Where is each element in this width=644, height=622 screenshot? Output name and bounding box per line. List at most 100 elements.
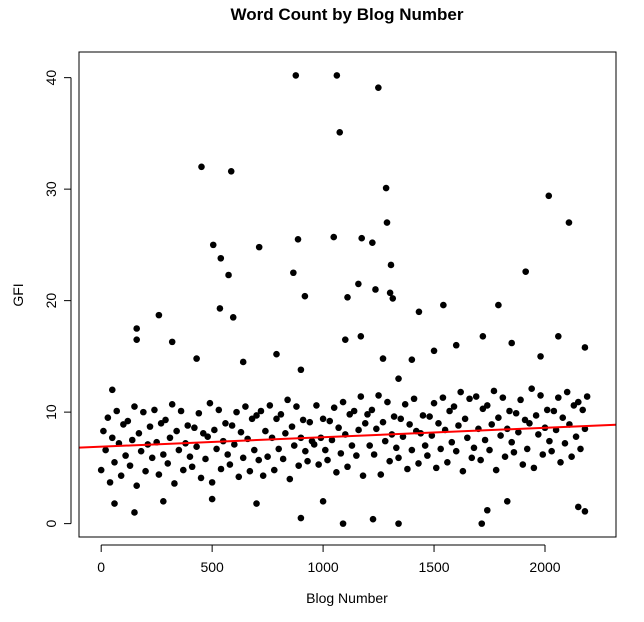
data-point	[568, 453, 575, 461]
data-point	[213, 445, 220, 453]
data-point	[255, 456, 263, 464]
data-point	[561, 440, 569, 447]
data-point	[450, 403, 458, 410]
x-axis-label: Blog Number	[306, 590, 388, 606]
data-point	[369, 239, 376, 246]
data-point	[497, 432, 504, 439]
data-point	[257, 407, 265, 415]
data-point	[395, 454, 402, 462]
data-point	[128, 436, 136, 444]
data-point	[464, 434, 471, 442]
data-point	[366, 442, 373, 449]
data-point	[319, 498, 327, 505]
data-point	[461, 415, 469, 423]
data-point	[424, 452, 431, 459]
data-point	[262, 427, 269, 435]
data-point	[379, 418, 387, 426]
data-point	[452, 341, 460, 349]
data-point	[370, 451, 378, 458]
data-point	[472, 393, 480, 400]
data-point	[337, 450, 345, 457]
data-point	[550, 407, 558, 415]
data-point	[537, 353, 544, 360]
data-point	[581, 508, 589, 515]
data-point	[382, 184, 390, 192]
x-tick-label: 2000	[529, 559, 560, 575]
data-point	[466, 395, 473, 403]
data-point	[455, 422, 462, 429]
data-point	[395, 520, 402, 527]
data-point	[537, 392, 544, 399]
data-point	[387, 261, 395, 269]
data-point	[490, 387, 498, 395]
data-point	[177, 407, 185, 415]
data-point	[386, 457, 393, 465]
y-tick-label: 20	[43, 293, 59, 309]
y-tick-label: 0	[43, 520, 59, 528]
data-point	[574, 503, 582, 511]
data-point	[237, 428, 245, 436]
data-point	[357, 333, 365, 340]
data-point	[288, 423, 296, 430]
data-point	[179, 466, 187, 474]
data-point	[483, 402, 491, 409]
data-point	[341, 336, 349, 343]
data-point	[477, 456, 484, 464]
data-point	[140, 408, 147, 416]
data-point	[264, 453, 271, 461]
data-point	[246, 467, 254, 475]
data-point	[275, 445, 283, 453]
data-point	[193, 443, 200, 450]
data-point	[131, 509, 138, 516]
data-point	[415, 460, 422, 467]
data-point	[523, 445, 531, 453]
data-point	[242, 403, 249, 410]
x-tick-label: 1500	[418, 559, 449, 575]
data-point	[133, 325, 140, 332]
data-point	[522, 268, 529, 275]
data-point	[446, 407, 453, 415]
data-point	[294, 236, 302, 243]
data-point	[113, 407, 121, 415]
data-point	[468, 454, 476, 462]
data-point	[235, 473, 243, 481]
data-point	[319, 415, 327, 423]
data-point	[457, 388, 464, 396]
data-point	[313, 402, 320, 409]
data-point	[160, 498, 167, 505]
data-point	[295, 462, 302, 469]
data-point	[565, 219, 573, 226]
data-point	[583, 393, 591, 400]
data-point	[208, 479, 216, 486]
data-point	[226, 461, 234, 468]
data-point	[355, 426, 362, 434]
data-point	[111, 500, 118, 507]
data-point	[330, 233, 338, 241]
data-point	[359, 472, 367, 479]
data-point	[353, 452, 360, 459]
data-point	[375, 84, 382, 91]
data-point	[386, 289, 394, 297]
data-point	[492, 466, 500, 474]
y-axis-label: GFI	[10, 283, 26, 306]
data-point	[355, 280, 362, 288]
data-point	[208, 495, 216, 503]
data-point	[401, 401, 409, 408]
data-point	[102, 446, 109, 454]
data-point	[519, 461, 527, 468]
data-point	[410, 395, 418, 403]
data-point	[222, 419, 229, 427]
data-point	[151, 406, 158, 414]
data-point	[415, 308, 423, 316]
data-point	[239, 454, 247, 462]
data-point	[390, 413, 398, 420]
data-point	[368, 406, 376, 414]
data-point	[279, 455, 287, 463]
data-point	[383, 219, 391, 226]
data-point	[135, 430, 143, 437]
data-point	[184, 422, 192, 429]
data-point	[555, 394, 562, 401]
data-point	[408, 356, 416, 364]
data-point	[168, 401, 176, 408]
data-point	[532, 412, 540, 419]
